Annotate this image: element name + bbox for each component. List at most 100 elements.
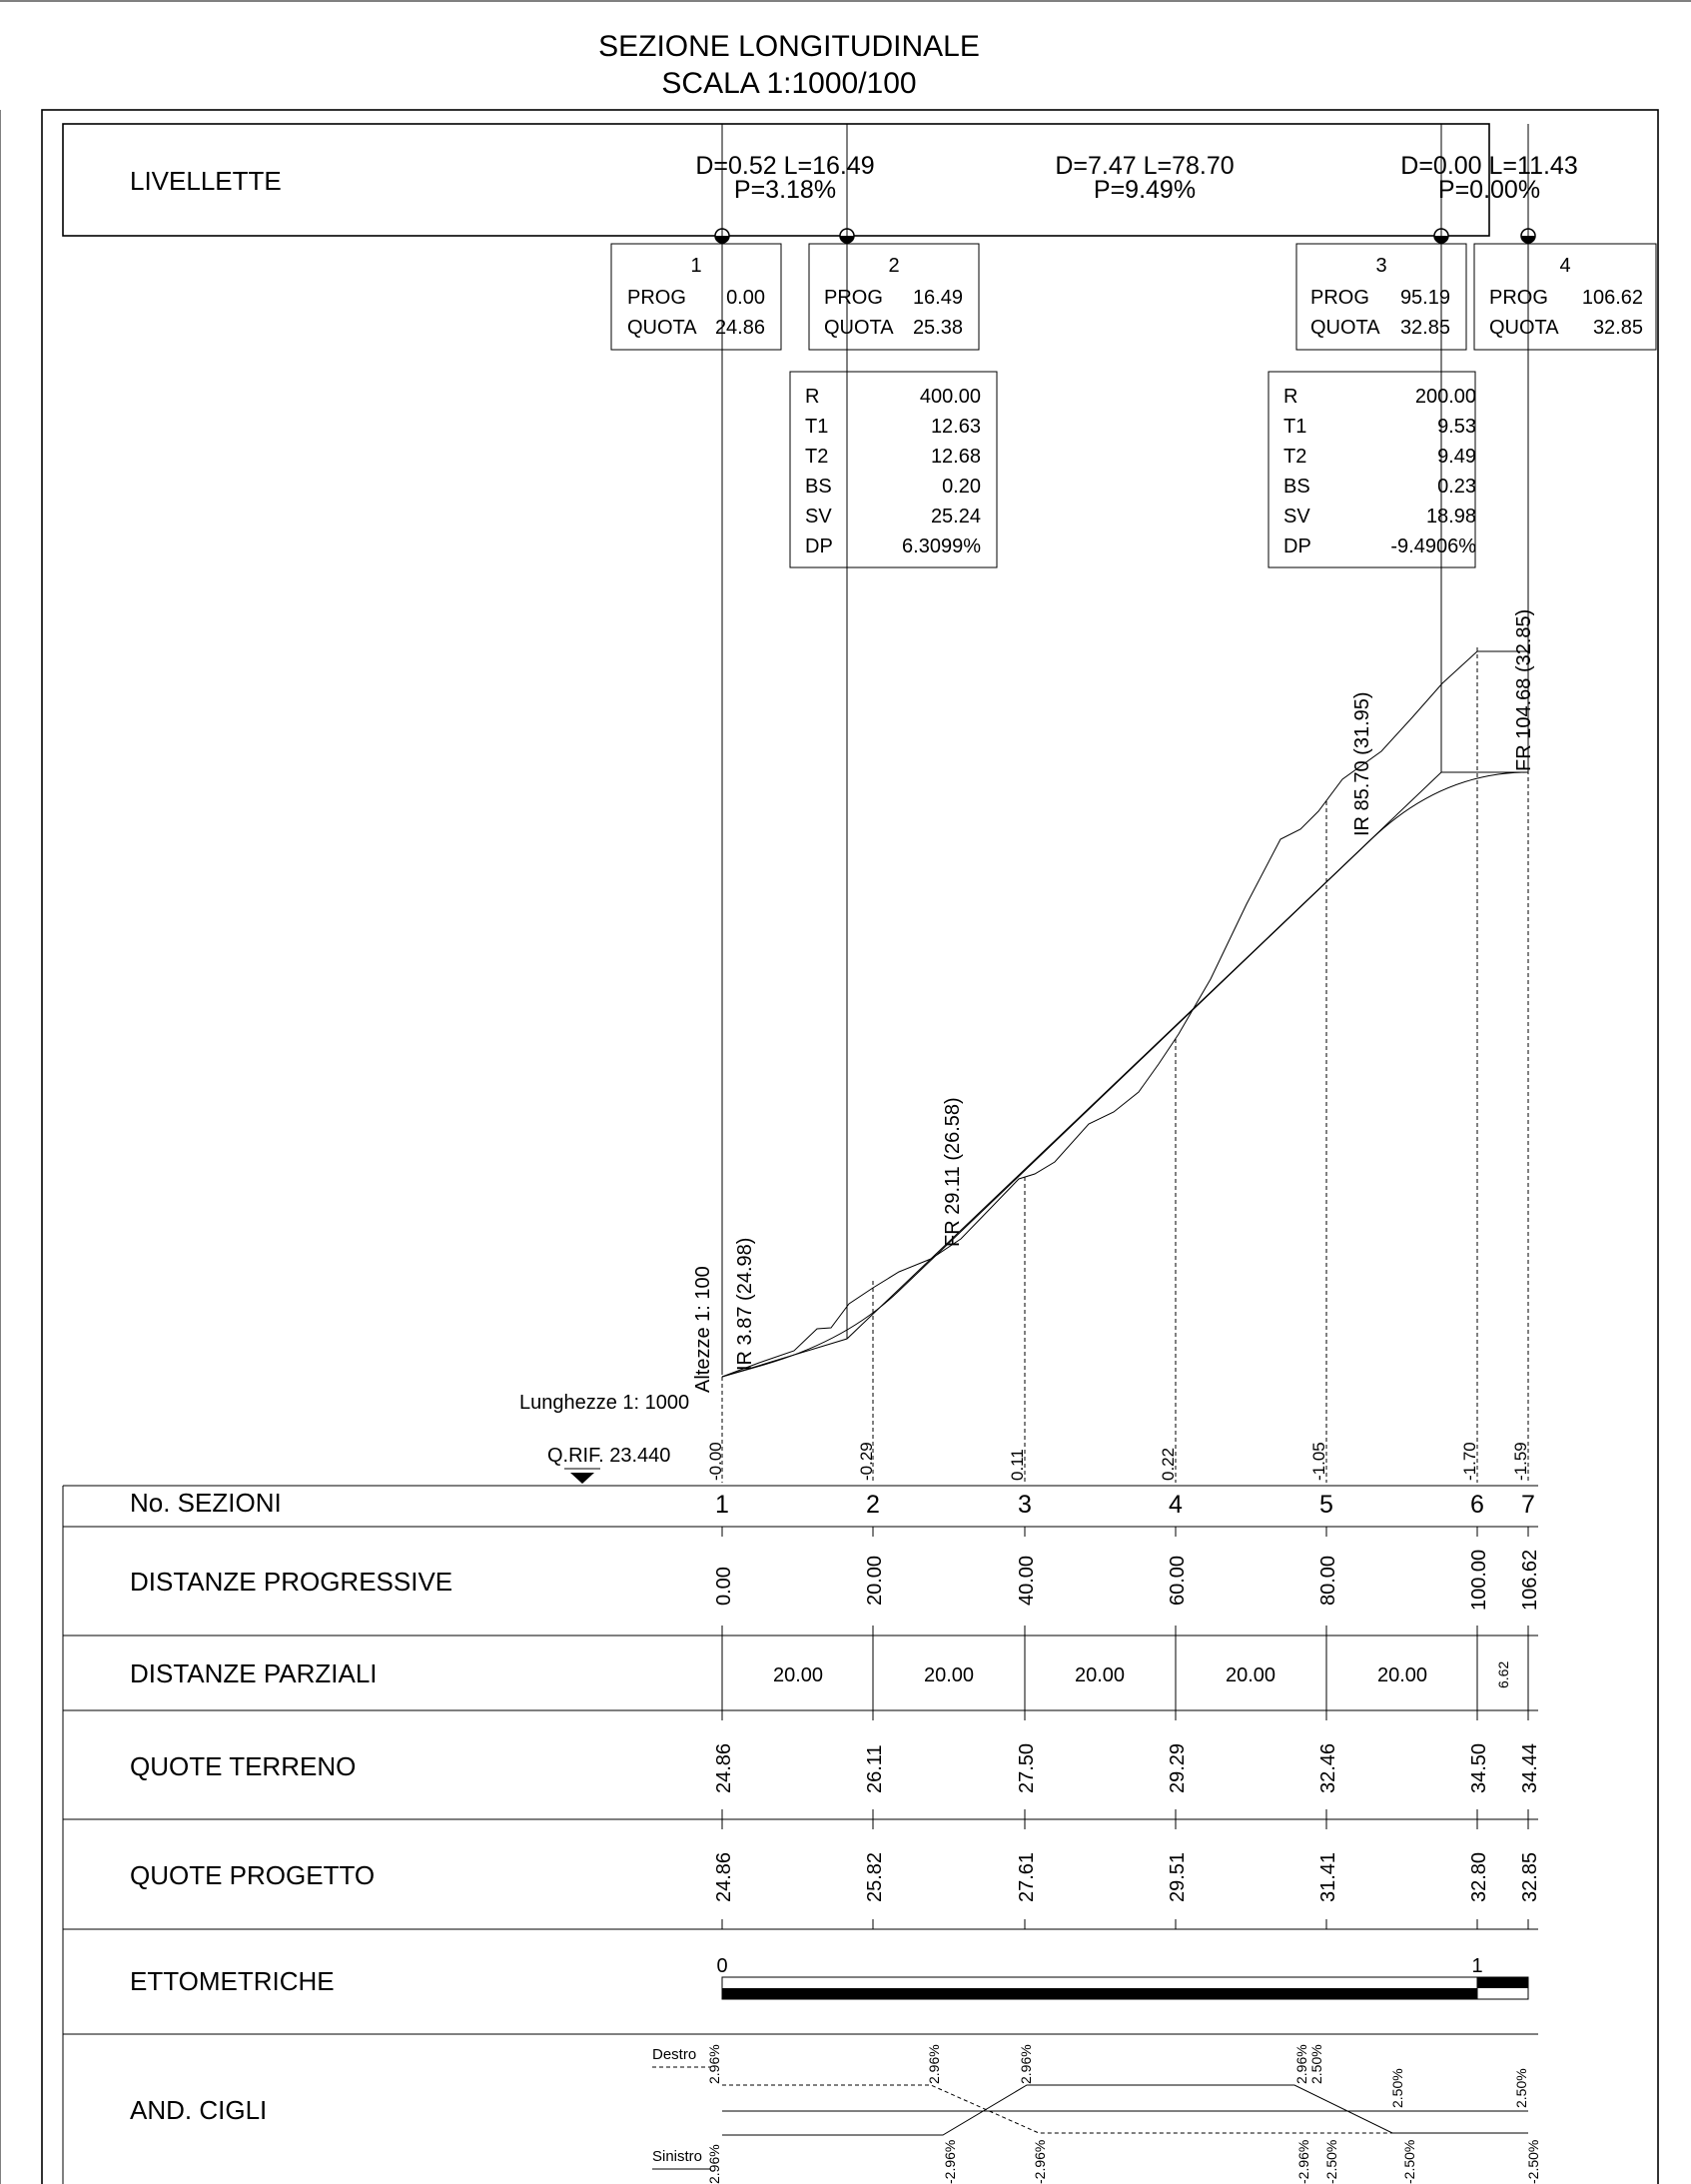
curve-2-dp-label: DP xyxy=(1283,536,1311,557)
curve-1-r-label: R xyxy=(805,386,819,408)
livellette-band xyxy=(62,123,1490,237)
terreno-7: 34.44 xyxy=(1519,1743,1541,1793)
curve-2-t1-label: T1 xyxy=(1283,416,1306,438)
vertex-4-quota-label: QUOTA xyxy=(1489,317,1559,339)
vertex-2-prog: 16.49 xyxy=(913,287,963,309)
header-parziali: DISTANZE PARZIALI xyxy=(130,1658,378,1688)
diff-label-7: -1.59 xyxy=(1511,1442,1530,1481)
vertex-2-quota: 25.38 xyxy=(913,317,963,339)
livelletta-2-dl: D=7.47 L=78.70 xyxy=(1055,152,1234,180)
curve-1-r-value: 400.00 xyxy=(920,386,981,408)
parziale-4: 20.00 xyxy=(1226,1664,1275,1686)
vertex-box-2: 2 PROG 16.49 QUOTA 25.38 xyxy=(808,243,980,351)
terreno-2: 26.11 xyxy=(864,1744,886,1793)
header-cigli: AND. CIGLI xyxy=(130,2095,267,2125)
curve-1-bs-value: 0.20 xyxy=(942,476,981,498)
qrif-label: Q.RIF. 23.440 xyxy=(547,1445,670,1467)
curve-1-dp-value: 6.3099% xyxy=(902,536,981,557)
cigli-destro-2: 2.96% xyxy=(926,2044,942,2084)
title-line-2: SCALA 1:1000/100 xyxy=(661,67,916,100)
parziale-3: 20.00 xyxy=(1075,1664,1125,1686)
vertex-1-prog-label: PROG xyxy=(627,287,686,309)
header-progetto: QUOTE PROGETTO xyxy=(130,1860,375,1890)
curve-2-t2-value: 9.49 xyxy=(1437,446,1476,468)
progetto-3: 27.61 xyxy=(1016,1852,1038,1902)
parziale-1: 20.00 xyxy=(773,1664,823,1686)
header-terreno: QUOTE TERRENO xyxy=(130,1751,356,1781)
cigli-sinistro-7: -2.50% xyxy=(1525,2140,1541,2184)
vertex-3-number: 3 xyxy=(1375,255,1386,277)
ir-label-2: IR 85.70 (31.95) xyxy=(1351,691,1373,836)
header-progressive: DISTANZE PROGRESSIVE xyxy=(130,1567,452,1597)
terreno-6: 34.50 xyxy=(1468,1743,1490,1793)
parziale-5: 20.00 xyxy=(1377,1664,1427,1686)
vertex-1-quota: 24.86 xyxy=(715,317,765,339)
curve-2-t1-value: 9.53 xyxy=(1437,416,1476,438)
cigli-destro-label: Destro xyxy=(652,2046,696,2063)
livelletta-1-dl: D=0.52 L=16.49 xyxy=(695,152,874,180)
progressive-1: 0.00 xyxy=(713,1567,735,1606)
vertex-box-3: 3 PROG 95.19 QUOTA 32.85 xyxy=(1295,243,1467,351)
diff-label-3: 0.11 xyxy=(1008,1449,1027,1481)
curve-2-sv-label: SV xyxy=(1283,506,1310,528)
cigli-destro-line xyxy=(722,2084,1528,2134)
progressive-5: 80.00 xyxy=(1317,1556,1339,1606)
vertex-box-1: 1 PROG 0.00 QUOTA 24.86 xyxy=(610,243,782,351)
vertex-3-prog: 95.19 xyxy=(1400,287,1450,309)
progressive-4: 60.00 xyxy=(1167,1556,1189,1606)
curve-1-t2-label: T2 xyxy=(805,446,828,468)
vertex-4-prog-label: PROG xyxy=(1489,287,1548,309)
livelletta-2-p: P=9.49% xyxy=(1094,176,1196,204)
progressive-7: 106.62 xyxy=(1519,1550,1541,1611)
progetto-5: 31.41 xyxy=(1317,1852,1339,1902)
section-lines xyxy=(721,647,1529,1483)
vertex-3-quota: 32.85 xyxy=(1400,317,1450,339)
design-grade-line xyxy=(721,771,1529,1378)
ettometrica-1: 1 xyxy=(1471,1955,1482,1977)
ettometrica-bar-fill-2 xyxy=(1477,1977,1528,1988)
parziale-2: 20.00 xyxy=(924,1664,974,1686)
cigli-destro-5: 2.50% xyxy=(1308,2044,1324,2084)
terreno-4: 29.29 xyxy=(1167,1743,1189,1793)
terreno-5: 32.46 xyxy=(1317,1743,1339,1793)
ir-label-1: IR 3.87 (24.98) xyxy=(734,1238,756,1371)
cigli-sinistro-2: -2.96% xyxy=(942,2140,958,2184)
parziale-6: 6.62 xyxy=(1495,1661,1511,1688)
progetto-2: 25.82 xyxy=(864,1852,886,1902)
cigli-destro-7: 2.50% xyxy=(1513,2068,1529,2108)
vertex-2-prog-label: PROG xyxy=(824,287,883,309)
livelletta-3-dl: D=0.00 L=11.43 xyxy=(1400,152,1577,180)
sezione-7: 7 xyxy=(1521,1491,1535,1519)
altezze-label: Altezze 1: 100 xyxy=(692,1266,714,1393)
cigli-destro-4: 2.96% xyxy=(1293,2044,1309,2084)
progressive-6: 100.00 xyxy=(1468,1550,1490,1611)
vertex-1-quota-label: QUOTA xyxy=(627,317,697,339)
profile-table xyxy=(62,1485,1538,2184)
diff-label-6: -1.70 xyxy=(1460,1442,1479,1481)
livelletta-3-p: P=0.00% xyxy=(1438,176,1540,204)
qrif-triangle-icon xyxy=(570,1473,594,1484)
fr-label-2: FR 104.68 (32.85) xyxy=(1513,609,1535,771)
curve-2-r-value: 200.00 xyxy=(1415,386,1476,408)
curve-box-1: R 400.00 T1 12.63 T2 12.68 BS 0.20 SV 25… xyxy=(789,371,998,568)
progetto-7: 32.85 xyxy=(1519,1852,1541,1902)
curve-box-2: R 200.00 T1 9.53 T2 9.49 BS 0.23 SV 18.9… xyxy=(1268,371,1476,568)
sezione-1: 1 xyxy=(715,1491,729,1519)
vertex-4-number: 4 xyxy=(1559,255,1570,277)
cigli-sinistro-label: Sinistro xyxy=(652,2148,702,2165)
header-ettometriche: ETTOMETRICHE xyxy=(130,1966,335,1996)
vertex-4-prog: 106.62 xyxy=(1582,287,1643,309)
livelletta-1-p: P=3.18% xyxy=(734,176,836,204)
curve-1-t1-label: T1 xyxy=(805,416,828,438)
curve-2-r-label: R xyxy=(1283,386,1297,408)
progetto-4: 29.51 xyxy=(1167,1852,1189,1902)
cigli-sinistro-3: -2.96% xyxy=(1032,2140,1048,2184)
cigli-sinistro-5: -2.50% xyxy=(1323,2140,1339,2184)
curve-1-bs-label: BS xyxy=(805,476,832,498)
curve-2-t2-label: T2 xyxy=(1283,446,1306,468)
curve-1-dp-label: DP xyxy=(805,536,833,557)
terreno-3: 27.50 xyxy=(1016,1743,1038,1793)
curve-2-bs-value: 0.23 xyxy=(1437,476,1476,498)
livellette-label: LIVELLETTE xyxy=(130,166,282,196)
progetto-6: 32.80 xyxy=(1468,1852,1490,1902)
